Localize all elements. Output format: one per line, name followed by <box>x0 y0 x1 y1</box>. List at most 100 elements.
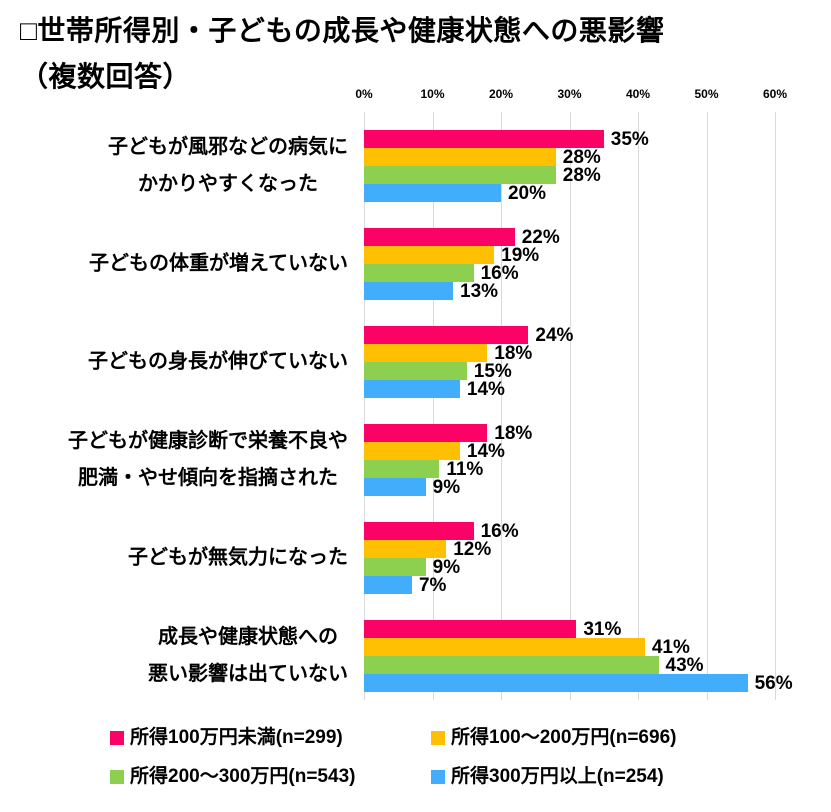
gridline <box>432 112 434 700</box>
legend-item: 所得100万円未満(n=299) <box>110 727 343 750</box>
bar-value-label: 7% <box>418 574 447 596</box>
bar <box>364 522 474 540</box>
category-label-line: 肥満・やせ傾向を指摘された <box>78 467 338 489</box>
bar-value-label: 41% <box>651 636 690 658</box>
legend-label: 所得100〜200万円(n=696) <box>451 727 677 748</box>
bar-value-label: 22% <box>521 226 560 248</box>
bar-value-label: 18% <box>494 422 533 444</box>
bar-group: 31% 41% 43% 56% <box>364 620 793 693</box>
x-axis-tick-label: 0% <box>355 87 373 101</box>
bar-row: 13% <box>364 280 775 302</box>
bar-value-label: 43% <box>665 654 704 676</box>
x-axis-tick-label: 50% <box>694 87 719 101</box>
bar-value-label: 18% <box>494 342 533 364</box>
category-label-line: 子どもが健康診断で栄養不良や <box>68 430 348 452</box>
legend: 所得100万円未満(n=299) 所得100〜200万円(n=696) 所得200〜… <box>0 727 831 797</box>
bar-value-label: 9% <box>432 556 461 578</box>
category-label: 子どもが健康診断で栄養不良や 肥満・やせ傾向を指摘された <box>68 423 348 497</box>
bar-value-label: 56% <box>754 672 793 694</box>
category-label: 子どもが風邪などの病気に かかりやすくなった <box>108 129 348 203</box>
bar <box>364 246 495 264</box>
bar <box>364 130 604 148</box>
bar-row: 22% <box>364 226 775 248</box>
chart-title: □世帯所得別・子どもの成長や健康状態への悪影響 （複数回答） <box>20 8 664 100</box>
bar-row: 28% <box>364 164 775 186</box>
x-axis-tick-label: 20% <box>488 87 514 101</box>
bar-row: 41% <box>364 636 775 658</box>
x-axis-tick-label: 60% <box>762 87 788 101</box>
bar <box>364 442 460 460</box>
legend-swatch <box>431 770 445 785</box>
chart-title-line2: （複数回答） <box>20 61 192 92</box>
bar-row: 15% <box>364 362 775 381</box>
bar-row: 7% <box>364 574 775 596</box>
category-label-line: 子どもの体重が増えていない <box>89 252 348 275</box>
bar <box>364 228 515 246</box>
legend-label: 所得300万円以上(n=254) <box>451 766 664 787</box>
bar <box>364 558 426 576</box>
category-label-line: かかりやすくなった <box>138 173 318 195</box>
bar-value-label: 28% <box>562 164 601 186</box>
bar-value-label: 14% <box>466 378 505 400</box>
bar-row: 16% <box>364 262 775 284</box>
category-label: 子どもの体重が増えていない <box>89 246 348 283</box>
x-axis-tick-label: 10% <box>420 87 445 101</box>
category-label: 成長や健康状態への 悪い影響は出ていない <box>148 619 348 693</box>
bar-value-label: 14% <box>466 440 505 462</box>
legend-label: 所得200〜300万円(n=543) <box>130 766 356 787</box>
bar <box>364 576 412 594</box>
bar-group: 22% 19% 16% 13% <box>364 226 775 302</box>
bar-value-label: 9% <box>432 476 461 498</box>
bar-value-label: 13% <box>460 280 499 302</box>
bar-group: 24% 18% 15% 14% <box>364 326 775 400</box>
bar-value-label: 12% <box>453 538 492 560</box>
bar <box>364 264 474 282</box>
legend-swatch <box>431 731 445 746</box>
legend-swatch <box>110 731 124 746</box>
bar <box>364 326 529 344</box>
gridline <box>638 112 639 700</box>
chart-title-line1: □世帯所得別・子どもの成長や健康状態への悪影響 <box>20 15 665 46</box>
bar-row: 31% <box>364 620 775 639</box>
bar <box>364 540 447 558</box>
gridline <box>569 112 571 700</box>
bar <box>364 424 488 442</box>
bar-value-label: 28% <box>562 146 601 168</box>
x-axis-tick-label: 30% <box>557 87 582 101</box>
bar-group: 35% 28% 28% 20% <box>364 128 775 203</box>
plot-area: 35% 28% 28% 20% 22% 19% 16% 13% 24% 18% 15% 14% 18% 1… <box>364 112 793 700</box>
bar-row: 56% <box>364 674 793 693</box>
gridline <box>775 112 776 700</box>
bar <box>364 380 460 398</box>
bar <box>364 184 501 202</box>
bar-row: 19% <box>364 244 775 266</box>
bar <box>364 460 440 478</box>
bar <box>364 282 454 300</box>
category-label: 子どもが無気力になった <box>128 540 348 577</box>
bar-value-label: 11% <box>446 458 484 480</box>
legend-item: 所得300万円以上(n=254) <box>431 766 664 789</box>
x-axis: 0% 10% 20% 30% 40% 50% 60% <box>355 87 787 103</box>
gridline <box>706 112 708 700</box>
legend-label: 所得100万円未満(n=299) <box>130 727 343 748</box>
x-axis-tick-label: 40% <box>625 87 651 101</box>
bar-value-label: 35% <box>610 128 649 150</box>
bar <box>364 478 426 496</box>
category-label-line: 子どもが風邪などの病気に <box>108 136 348 158</box>
bar <box>364 344 488 362</box>
bar-row: 35% <box>364 128 775 150</box>
bar <box>364 362 467 380</box>
bar-row: 14% <box>364 440 775 462</box>
bar-value-label: 19% <box>501 244 540 266</box>
legend-item: 所得200〜300万円(n=543) <box>110 766 355 789</box>
gridline <box>501 112 502 700</box>
bar-row: 18% <box>364 342 775 364</box>
bar-row: 28% <box>364 146 775 168</box>
bar-row: 9% <box>364 556 775 578</box>
bar-row: 43% <box>364 654 775 676</box>
bar-row: 12% <box>364 538 775 560</box>
bar <box>364 166 556 184</box>
bar-value-label: 16% <box>480 262 519 284</box>
bar-row: 16% <box>364 522 775 541</box>
